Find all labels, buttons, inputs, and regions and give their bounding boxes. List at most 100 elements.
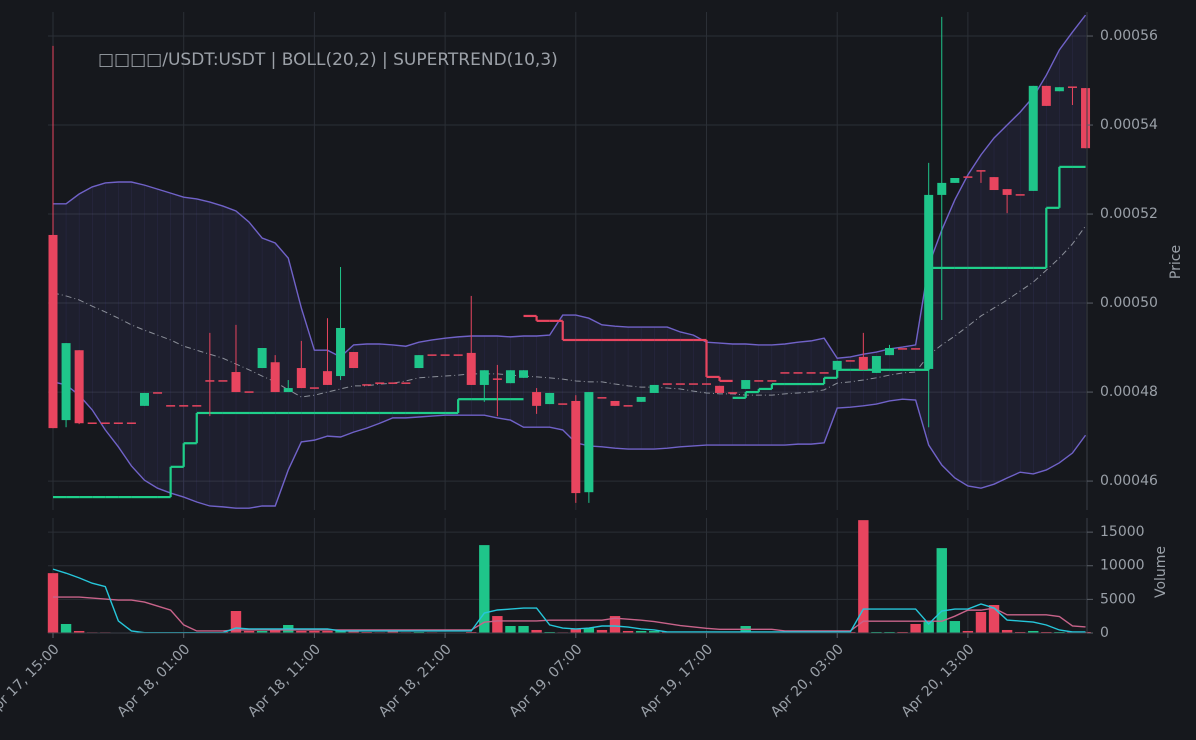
candle-body (911, 348, 921, 350)
candle-body (414, 355, 424, 369)
candle-body (349, 352, 359, 369)
volume-bar (348, 630, 359, 633)
band-fill (91, 182, 106, 431)
volume-bar (73, 630, 85, 633)
volume-bar (466, 631, 477, 633)
candle-body (584, 392, 594, 493)
y-tick-label: 10000 (1100, 558, 1145, 574)
volume-bar (897, 631, 908, 633)
candle-body (780, 372, 790, 374)
candle-body (283, 388, 293, 393)
candle-body (636, 396, 646, 402)
candle-body (806, 372, 816, 374)
candle-body (205, 380, 215, 382)
candle-body (48, 234, 58, 429)
candle-body (375, 382, 385, 384)
band-fill (1059, 31, 1073, 464)
candle-body (610, 400, 620, 406)
band-fill (222, 205, 237, 509)
candle-body (845, 360, 855, 362)
candle-body (192, 405, 202, 407)
band-fill (941, 199, 956, 479)
volume-bar (309, 630, 320, 633)
candle-body (440, 354, 450, 356)
candle-body (453, 354, 463, 356)
band-fill (967, 154, 982, 489)
volume-bar (230, 611, 242, 633)
candle-body (1015, 194, 1025, 196)
volume-bar (269, 628, 281, 633)
candle-body (388, 382, 398, 384)
band-fill (314, 349, 328, 441)
candle-body (898, 348, 908, 350)
candle-body (257, 348, 267, 369)
candle-body (649, 384, 659, 393)
band-lower (52, 381, 1087, 509)
candle-body (1041, 85, 1051, 106)
candle-body (858, 356, 868, 370)
candle-body (675, 383, 685, 385)
band-fill (601, 324, 616, 449)
y-tick-label: 0.00046 (1100, 473, 1158, 489)
y-tick-label: 0.00056 (1100, 28, 1158, 44)
volume-bar (1028, 630, 1039, 633)
y-tick-label: 0.00052 (1100, 206, 1158, 222)
candle-body (754, 380, 764, 382)
candle-body (793, 372, 803, 374)
volume-bar (1014, 631, 1026, 633)
volume-bar (923, 621, 934, 633)
candle-body (715, 385, 725, 393)
candle-body (336, 327, 346, 377)
candle-body (296, 368, 306, 389)
band-fill (235, 210, 250, 509)
volume-bar (609, 616, 621, 633)
price-axis-label: Price (1168, 245, 1184, 279)
volume-bar (570, 628, 581, 633)
band-fill (392, 344, 407, 419)
volume-bar (479, 545, 490, 633)
candle-body (126, 422, 136, 424)
volume-bar (910, 623, 921, 633)
candle-body (924, 194, 934, 369)
volume-bar (492, 616, 503, 633)
y-tick-label: 15000 (1100, 524, 1145, 540)
y-tick-label: 5000 (1100, 591, 1136, 607)
band-upper (53, 14, 1087, 359)
candle-body (767, 380, 777, 382)
candle-body (571, 400, 581, 494)
candle-body (1002, 189, 1012, 195)
candle-body (1081, 88, 1091, 149)
candle-body (819, 372, 829, 374)
candle-body (492, 378, 502, 380)
volume-bar (596, 629, 608, 633)
band-fill (144, 184, 158, 489)
candle-body (976, 170, 986, 172)
candle-body (218, 380, 228, 382)
volume-bar (1041, 631, 1052, 633)
volume-bar (60, 623, 72, 633)
candle-body (87, 422, 97, 424)
volume-bar (949, 621, 961, 633)
chart-title: □□□□/USDT:USDT | BOLL(20,2) | SUPERTREND… (98, 50, 558, 70)
candle-body (74, 350, 84, 424)
candle-body (728, 392, 738, 394)
candle-body (884, 348, 894, 356)
band-fill (667, 326, 681, 449)
candle-body (662, 383, 672, 385)
candle-body (309, 387, 319, 389)
band-fill (157, 188, 171, 494)
band-fill (131, 181, 145, 481)
band-fill (418, 339, 433, 418)
candle-body (427, 354, 437, 356)
candle-body (244, 391, 254, 393)
band-fill (196, 198, 211, 507)
volume-bar (505, 626, 516, 633)
volume-average (53, 596, 1086, 632)
band-fill (889, 346, 903, 402)
volume-bar (1001, 629, 1013, 633)
volume-bar (256, 630, 268, 633)
volume-bar (962, 630, 974, 633)
volume-bar (635, 630, 647, 633)
candle-body (989, 177, 999, 191)
